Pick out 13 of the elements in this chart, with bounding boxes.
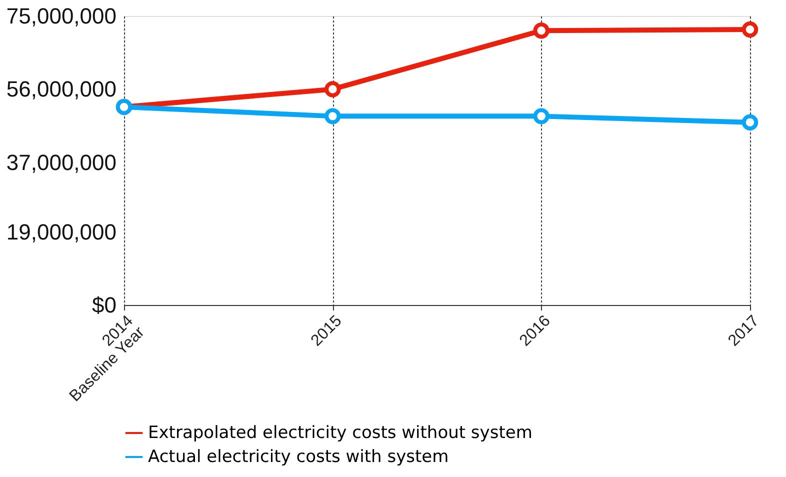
point [533,22,550,39]
point [324,81,341,98]
y-tick-label: 19,000,000 [6,219,116,244]
y-tick-label: 75,000,000 [6,4,116,28]
point [742,114,758,130]
y-tick-label: $0 [92,292,116,318]
y-tick-label: 56,000,000 [6,76,116,102]
legend-label: Extrapolated electricity costs without system [148,423,532,443]
legend-label: Actual electricity costs with system [148,447,449,467]
point [324,108,341,124]
y-tick-label: 37,000,000 [6,150,116,175]
point [533,108,550,124]
point [742,21,758,38]
